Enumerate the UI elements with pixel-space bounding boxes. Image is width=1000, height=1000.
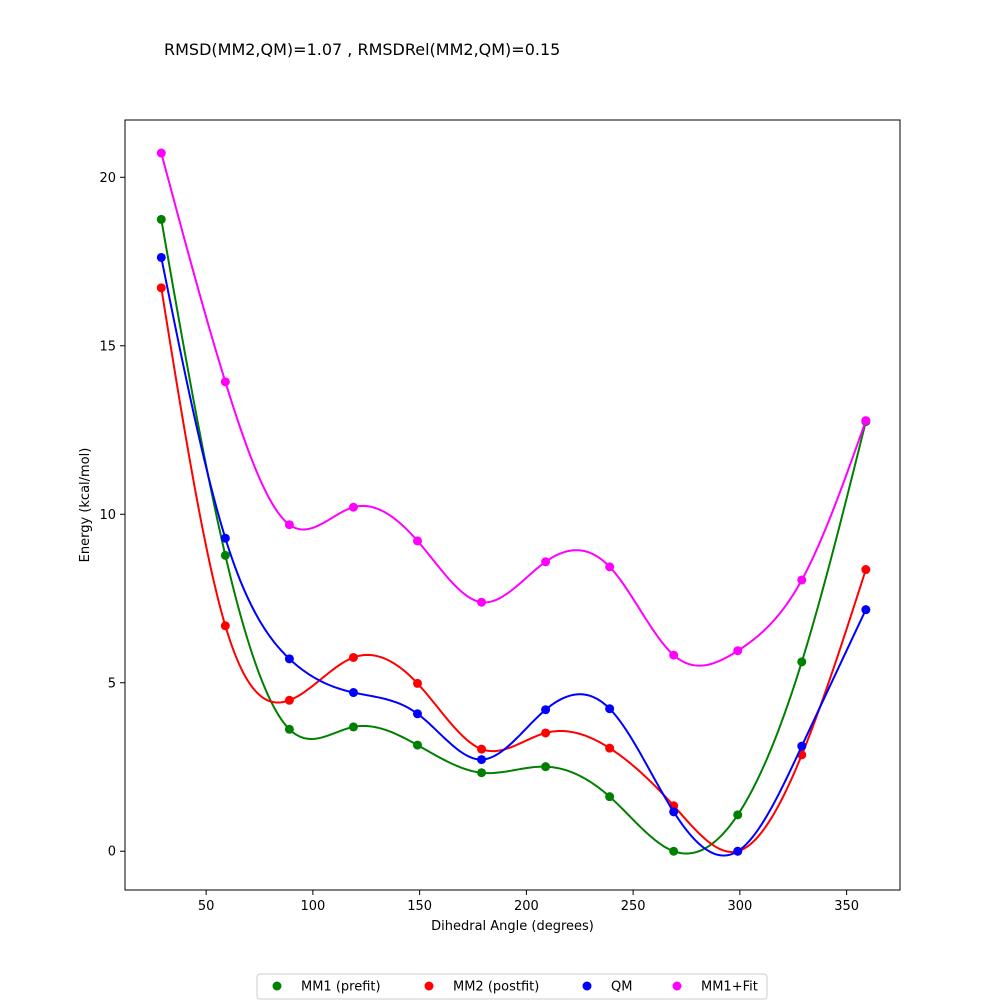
x-tick-label: 200 [514, 899, 539, 914]
legend-label: MM2 (postfit) [453, 980, 539, 995]
data-point [412, 536, 422, 546]
data-point [284, 654, 294, 664]
x-tick-label: 50 [198, 899, 215, 914]
data-point [605, 562, 615, 572]
data-point [412, 678, 422, 688]
data-point [284, 695, 294, 705]
data-point [412, 740, 422, 750]
legend-label: MM1 (prefit) [301, 980, 381, 995]
x-tick-label: 150 [407, 899, 432, 914]
data-point [541, 705, 551, 715]
data-point [797, 575, 807, 585]
data-point [156, 283, 166, 293]
series-line [160, 287, 867, 853]
data-point [220, 377, 230, 387]
x-axis-label: Dihedral Angle (degrees) [431, 919, 594, 934]
legend-label: MM1+Fit [701, 980, 758, 995]
y-tick-label: 5 [108, 676, 116, 691]
data-point [797, 657, 807, 667]
data-point [220, 550, 230, 560]
series-line [160, 257, 867, 857]
data-point [669, 846, 679, 856]
legend-marker [582, 981, 592, 991]
x-axis: 50 100 150 200 250 300 350 [198, 890, 859, 914]
data-point [861, 605, 871, 615]
data-point [348, 688, 358, 698]
data-point [541, 762, 551, 772]
data-point [605, 792, 615, 802]
data-point [156, 214, 166, 224]
data-point [348, 652, 358, 662]
x-tick-label: 300 [727, 899, 752, 914]
data-point [348, 502, 358, 512]
legend-label: QM [611, 980, 632, 995]
y-axis: 0 5 10 15 20 [99, 171, 125, 860]
data-point [412, 709, 422, 719]
series-0 [156, 214, 871, 856]
data-point [861, 565, 871, 575]
series-layer [156, 148, 871, 857]
y-axis-label: Energy (kcal/mol) [78, 448, 93, 563]
data-point [669, 650, 679, 660]
y-tick-label: 20 [99, 171, 116, 186]
legend-marker [672, 981, 682, 991]
chart-title: RMSD(MM2,QM)=1.07 , RMSDRel(MM2,QM)=0.15 [164, 40, 560, 59]
data-point [348, 722, 358, 732]
x-tick-label: 350 [834, 899, 859, 914]
data-point [220, 533, 230, 543]
data-point [861, 416, 871, 426]
data-point [477, 768, 487, 778]
data-point [733, 646, 743, 656]
data-point [284, 520, 294, 530]
plot-frame [124, 119, 901, 891]
data-point [541, 728, 551, 738]
data-point [477, 744, 487, 754]
y-tick-label: 15 [99, 339, 116, 354]
data-point [733, 810, 743, 820]
data-point [605, 743, 615, 753]
legend-marker [272, 981, 282, 991]
series-line [160, 152, 867, 667]
data-point [477, 755, 487, 765]
legend: MM1 (prefit) MM2 (postfit) QM MM1+Fit [256, 973, 768, 1000]
data-point [156, 148, 166, 158]
data-point [541, 557, 551, 567]
series-2 [156, 252, 871, 857]
series-line [160, 219, 867, 855]
data-point [797, 741, 807, 751]
x-tick-label: 100 [300, 899, 325, 914]
data-point [477, 597, 487, 607]
data-point [669, 807, 679, 817]
x-tick-label: 250 [621, 899, 646, 914]
y-tick-label: 0 [108, 845, 116, 860]
y-tick-label: 10 [99, 508, 116, 523]
data-point [733, 846, 743, 856]
legend-marker [424, 981, 434, 991]
data-point [220, 621, 230, 631]
series-3 [156, 148, 871, 667]
legend-box [256, 973, 768, 1000]
data-point [156, 252, 166, 262]
data-point [284, 724, 294, 734]
data-point [605, 704, 615, 714]
